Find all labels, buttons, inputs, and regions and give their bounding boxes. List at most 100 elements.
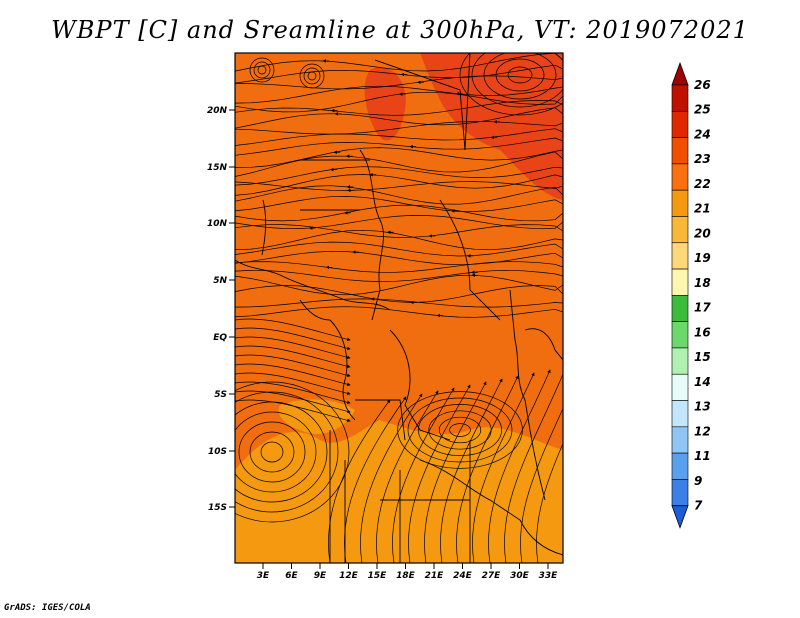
colorbar-bottom-arrow xyxy=(671,505,689,529)
streamline xyxy=(235,241,563,257)
colorbar-label: 17 xyxy=(694,301,711,315)
streamline xyxy=(235,261,563,273)
streamline xyxy=(235,318,351,342)
streamline xyxy=(235,137,563,156)
lat-label: 10S xyxy=(208,447,227,457)
colorbar-label: 19 xyxy=(694,251,711,265)
lat-label: 15S xyxy=(208,503,227,513)
grads-credit: GrADS: IGES/COLA xyxy=(4,603,91,613)
streamline xyxy=(488,369,551,563)
streamline xyxy=(235,250,563,266)
streamline xyxy=(235,181,563,191)
streamline-vortex xyxy=(449,423,471,437)
streamline-eddy xyxy=(253,61,271,79)
streamline xyxy=(235,100,563,116)
colorbar-segment xyxy=(671,295,689,322)
colorbar-label: 15 xyxy=(694,350,711,364)
lon-label: 21E xyxy=(425,571,445,581)
streamline xyxy=(235,229,563,251)
streamline-eddy xyxy=(299,63,325,89)
colorbar-label: 24 xyxy=(694,127,711,141)
colorbar-label: 20 xyxy=(694,226,711,240)
wbpt-fill-low-south xyxy=(235,420,563,563)
colorbar-top-arrow xyxy=(671,61,689,86)
colorbar-segment xyxy=(671,479,689,507)
streamline xyxy=(235,327,351,351)
streamline xyxy=(235,390,351,414)
colorbar-segment xyxy=(671,137,689,165)
streamline xyxy=(504,373,563,563)
colorbar-label: 22 xyxy=(694,177,711,191)
colorbar-segment xyxy=(671,268,689,296)
colorbar-label: 12 xyxy=(694,424,711,438)
streamline xyxy=(344,396,407,563)
colorbar-segment xyxy=(671,189,689,217)
colorbar-segment xyxy=(671,373,689,401)
map-title: WBPT [C] and Sreamline at 300hPa, VT: 20… xyxy=(51,16,749,44)
streamline xyxy=(235,399,351,423)
colorbar-segment xyxy=(671,400,689,428)
streamline-eddy xyxy=(307,71,317,81)
colorbar-segment xyxy=(671,242,689,270)
colorbar-segment xyxy=(671,216,689,244)
streamline xyxy=(235,151,563,177)
streamline xyxy=(235,372,351,396)
streamline xyxy=(235,53,563,72)
streamlines xyxy=(235,53,563,563)
streamline xyxy=(235,185,563,205)
lon-label: 6E xyxy=(285,571,298,581)
lon-label: 30E xyxy=(510,571,530,581)
lat-label: 10N xyxy=(207,219,228,229)
streamline xyxy=(235,381,351,405)
streamline xyxy=(235,128,563,146)
streamline xyxy=(456,375,519,563)
streamline xyxy=(520,407,563,563)
lon-label: 15E xyxy=(368,571,388,581)
colorbar-label: 25 xyxy=(694,103,711,117)
colorbar-label: 26 xyxy=(694,78,711,92)
streamline-eddy xyxy=(303,67,321,85)
streamline-anticyclone xyxy=(459,53,563,116)
streamline xyxy=(235,147,563,168)
streamline-anticyclone xyxy=(495,58,545,92)
streamline-vortex xyxy=(428,410,492,450)
streamline-gyre xyxy=(238,421,306,483)
colorbar-label: 23 xyxy=(694,152,711,166)
colorbar-label: 16 xyxy=(694,325,711,339)
streamline xyxy=(235,298,563,308)
country-borders xyxy=(235,53,563,563)
streamline xyxy=(392,387,455,563)
lon-label: 9E xyxy=(314,571,327,581)
streamline-vortex xyxy=(407,397,513,463)
streamline xyxy=(235,270,563,282)
streamline xyxy=(235,224,563,238)
streamline xyxy=(472,372,535,563)
colorbar-segment xyxy=(671,321,689,349)
colorbar-label: 11 xyxy=(694,449,711,463)
lat-label: 20N xyxy=(207,106,228,116)
colorbar-segment xyxy=(671,347,689,375)
streamline-anticyclone xyxy=(507,66,533,84)
colorbar-label: 9 xyxy=(694,474,702,488)
lon-label: 12E xyxy=(339,571,359,581)
streamline-gyre xyxy=(260,441,284,463)
latitude-axis: 20N 15N 10N 5N EQ 5S 10S 15S xyxy=(207,106,235,513)
streamline xyxy=(235,121,563,135)
streamline-gyre xyxy=(235,391,339,513)
lat-label: 15N xyxy=(207,163,228,173)
streamline xyxy=(235,215,563,230)
streamline-gyre xyxy=(235,381,350,523)
streamline-anticyclone xyxy=(471,53,563,108)
colorbar-label: 13 xyxy=(694,400,711,414)
streamline-vortex xyxy=(438,416,482,444)
longitude-axis: 3E 6E 9E 12E 15E 18E 21E 24E 27E 30E 33E xyxy=(257,563,558,581)
streamline xyxy=(235,363,351,387)
streamline-anticyclone xyxy=(483,53,557,100)
map-frame xyxy=(234,52,564,564)
colorbar-label: 7 xyxy=(694,499,703,513)
colorbar-label: 14 xyxy=(694,375,711,389)
streamline xyxy=(376,390,439,563)
colorbar-segment xyxy=(671,84,689,112)
colorbar-label: 18 xyxy=(694,276,711,290)
